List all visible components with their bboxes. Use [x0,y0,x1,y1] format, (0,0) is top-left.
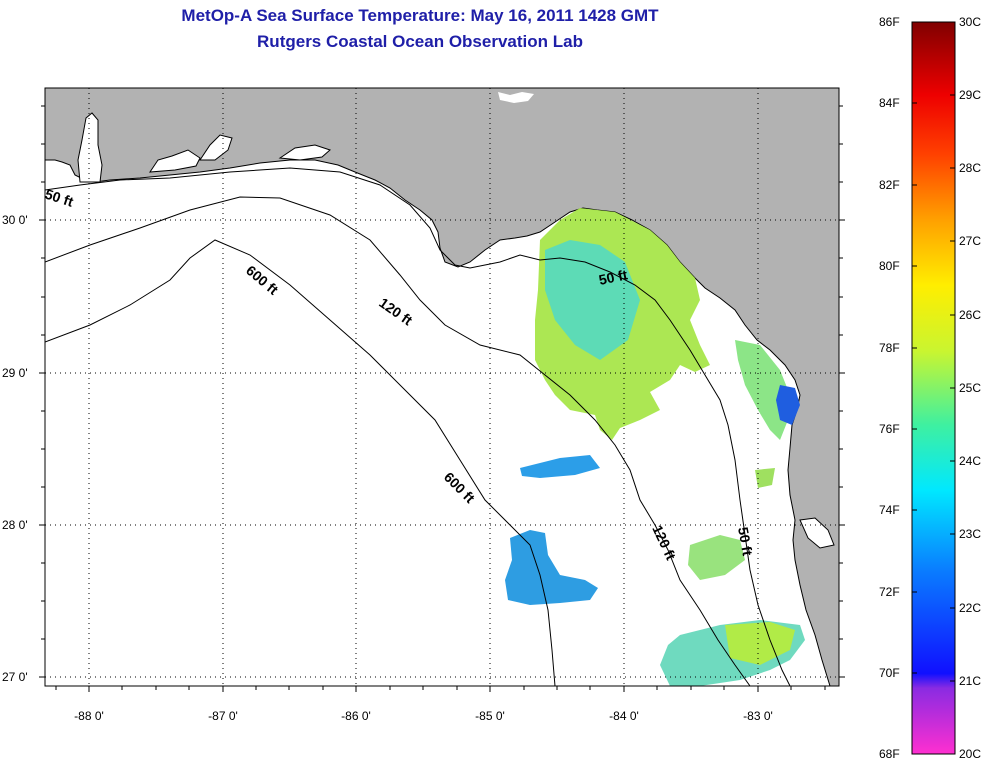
colorbar-label-f: 82F [879,178,900,192]
land-mass [45,88,839,686]
nearshore-cyan-patch [545,240,640,360]
colorbar-label-c: 21C [959,674,982,688]
contour-label-50ft-south: 50 ft [735,526,756,557]
colorbar [911,21,956,755]
lat-label: 29 0' [2,366,28,380]
choctawhatchee-bay [199,134,233,161]
st-andrew-bay [278,144,331,161]
colorbar-label-f: 72F [879,585,900,599]
contour-50ft-west [45,167,791,686]
south-yellow-patch [725,622,795,665]
small-blue-strip [520,455,600,478]
colorbar-label-f: 68F [879,747,900,761]
tampa-bay [799,517,835,549]
colorbar-label-c: 22C [959,601,982,615]
lat-label: 27 0' [2,670,28,684]
contour-label-50ft-east: 50 ft [597,266,629,288]
cold-blue-patch [776,385,800,425]
contour-120ft [45,196,751,686]
lon-label: -87 0' [208,709,238,723]
colorbar-label-c: 25C [959,381,982,395]
colorbar-label-c: 30C [959,15,982,29]
colorbar-label-f: 78F [879,341,900,355]
colorbar-label-f: 74F [879,503,900,517]
axis-ticks [39,105,845,692]
colorbar-label-c: 24C [959,454,982,468]
lon-label: -88 0' [74,709,104,723]
lat-label: 28 0' [2,518,28,532]
map-frame [44,87,840,687]
lon-label: -85 0' [475,709,505,723]
colorbar-label-c: 29C [959,88,982,102]
lon-label: -84 0' [609,709,639,723]
colorbar-label-c: 27C [959,234,982,248]
east-green-patch [735,340,790,440]
inland-lake [498,92,534,103]
map-subtitle: Rutgers Coastal Ocean Observation Lab [257,32,583,51]
contour-600ft [45,239,556,686]
southeast-green-patch [688,535,745,580]
small-green-patch [755,468,775,488]
mobile-bay [77,112,103,183]
colorbar-label-c: 28C [959,161,982,175]
colorbar-label-f: 70F [879,666,900,680]
colorbar-ticks [912,94,955,682]
colorbar-label-f: 84F [879,96,900,110]
colorbar-label-f: 86F [879,15,900,29]
pensacola-bay [149,149,201,173]
colorbar-label-c: 23C [959,527,982,541]
map-title: MetOp-A Sea Surface Temperature: May 16,… [181,6,659,25]
offshore-blue-patch [505,530,598,605]
colorbar-label-c: 26C [959,308,982,322]
lat-label: 30 0' [2,213,28,227]
lon-tick-labels: -88 0' -87 0' -86 0' -85 0' -84 0' -83 0… [74,709,773,723]
lon-label: -83 0' [743,709,773,723]
lon-label: -86 0' [341,709,371,723]
lat-tick-labels: 30 0' 29 0' 28 0' 27 0' [2,213,28,684]
colorbar-label-c: 20C [959,747,982,761]
colorbar-label-f: 80F [879,259,900,273]
colorbar-label-f: 76F [879,422,900,436]
